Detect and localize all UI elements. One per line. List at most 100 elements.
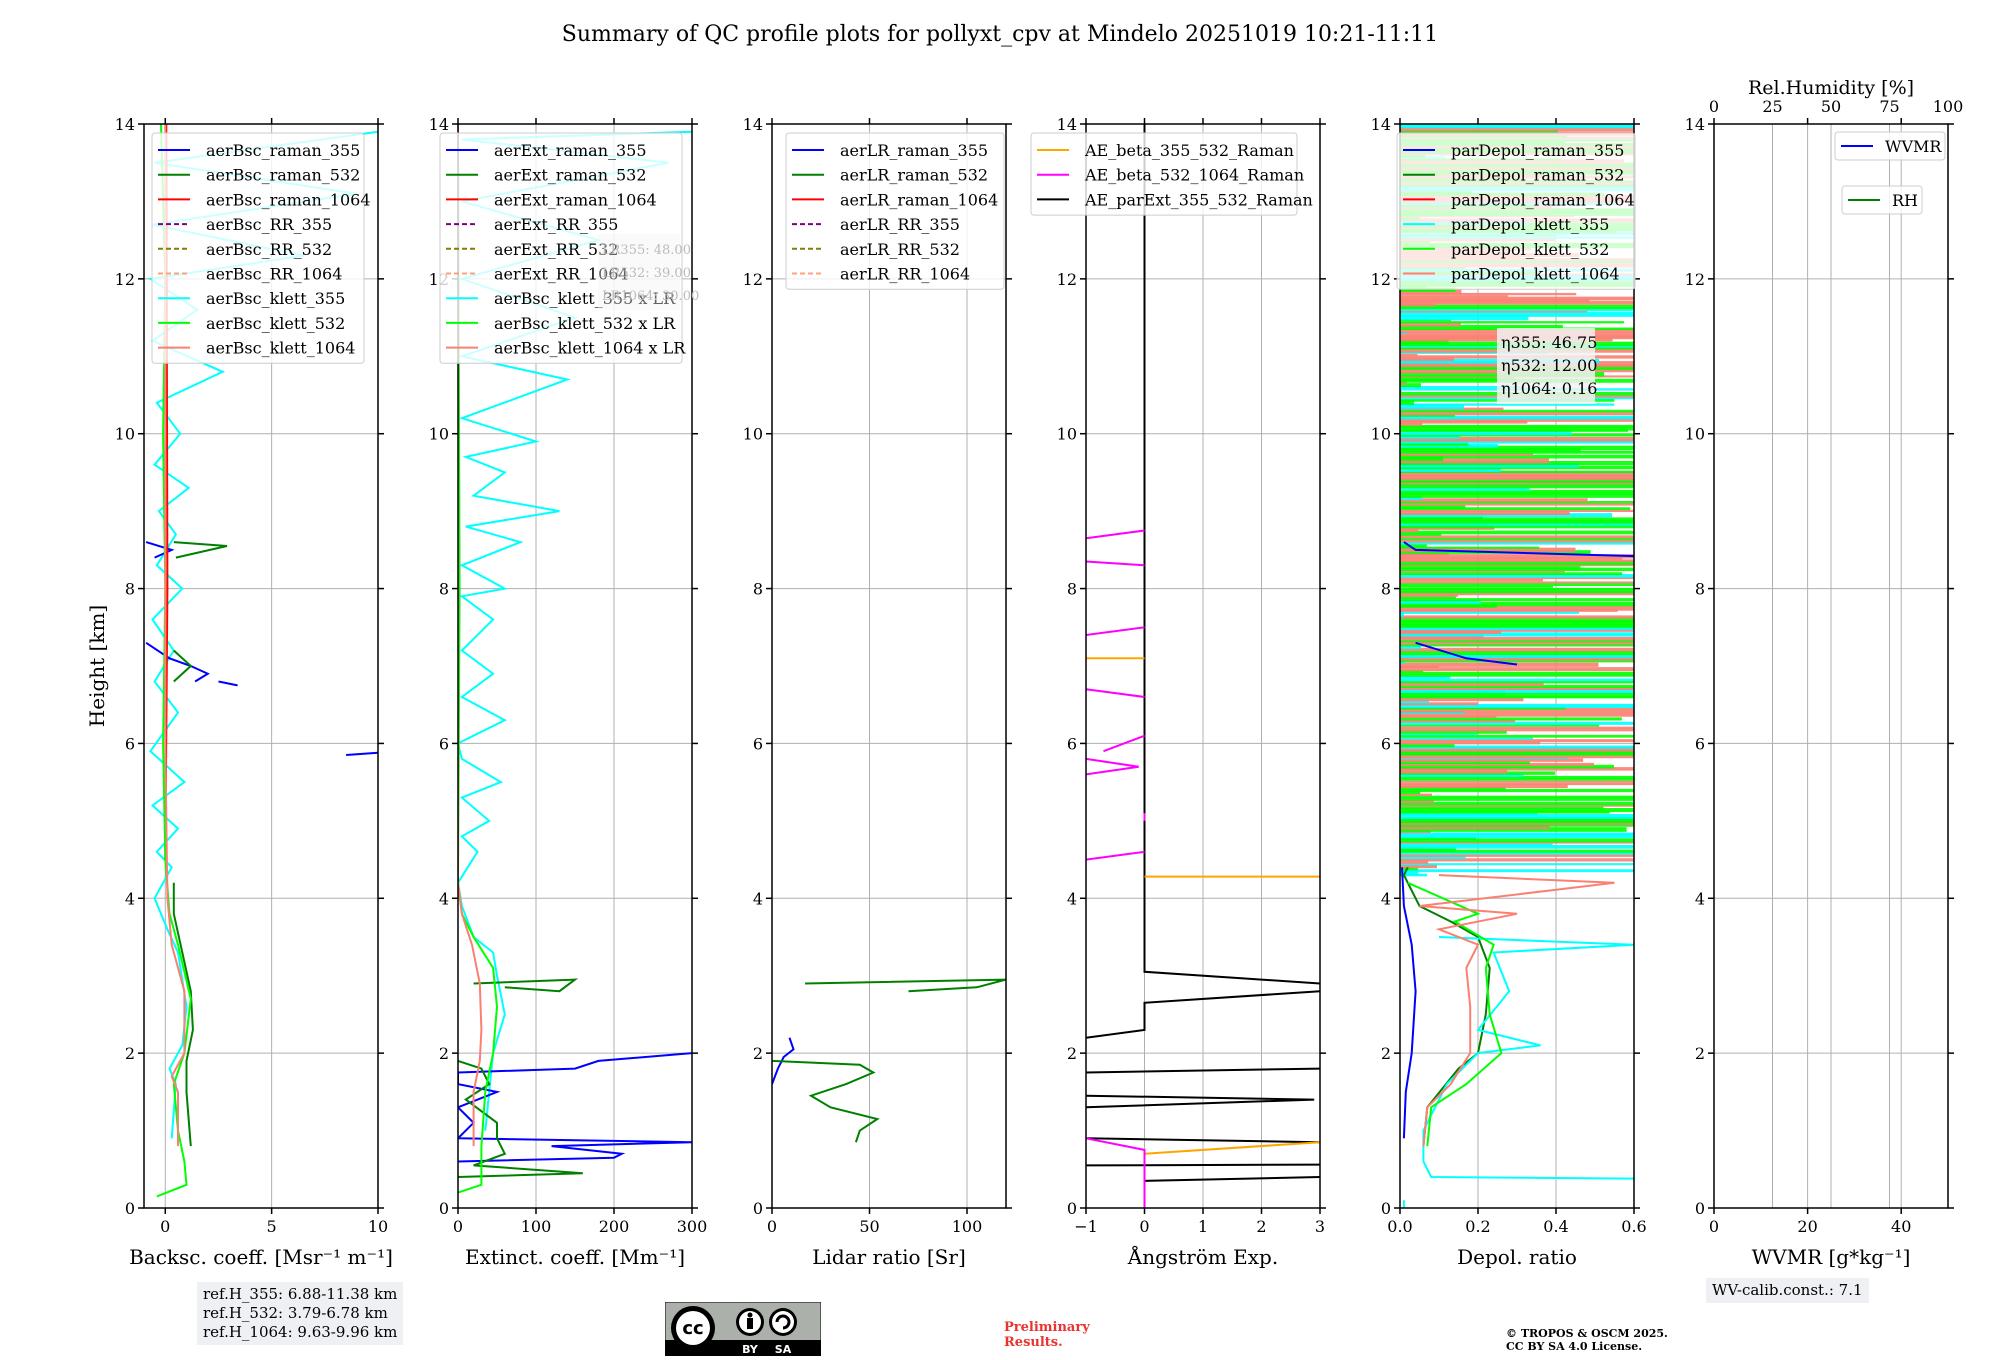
y-tick-label: 2	[753, 1044, 763, 1063]
legend-label: parDepol_klett_532	[1451, 240, 1609, 259]
series-AE_parExt_355_532_Raman	[1086, 1137, 1320, 1144]
x-tick-label: 50	[859, 1217, 879, 1236]
series-AE_beta_532_1064_Raman	[1086, 850, 1145, 861]
plot-area	[772, 978, 1006, 1143]
legend-label: aerBsc_raman_532	[206, 166, 360, 185]
y-tick-label: 8	[753, 580, 763, 599]
legend-label: aerBsc_RR_1064	[206, 265, 342, 284]
series-AE_beta_532_1064_Raman	[1103, 734, 1145, 753]
x-tick-label: 20	[1797, 1217, 1817, 1236]
legend-label: aerLR_raman_355	[840, 141, 988, 160]
legend-label: AE_parExt_355_532_Raman	[1084, 190, 1313, 209]
legend-label: aerExt_RR_355	[494, 215, 618, 234]
y-tick-label: 6	[1381, 734, 1391, 753]
wv-calib-box: WV-calib.const.: 7.1	[1706, 1278, 1869, 1303]
y-tick-label: 2	[1067, 1044, 1077, 1063]
annotation-line: LR355: 48.00	[602, 243, 691, 258]
series-AE_parExt_355_532_Raman	[1143, 124, 1320, 985]
legend-label: aerExt_raman_532	[494, 166, 647, 185]
y-tick-label: 8	[439, 580, 449, 599]
annotation-box: LR355: 48.00 LR532: 39.00 LR1064: 30.00	[598, 234, 699, 310]
y-tick-label: 4	[1381, 889, 1391, 908]
series-AE_beta_532_1064_Raman	[1086, 626, 1145, 636]
y-tick-label: 12	[115, 270, 135, 289]
cc-by-sa-badge: cc BY SA	[665, 1302, 821, 1356]
legend-box	[1834, 131, 1946, 161]
x-tick-label: 0.0	[1387, 1217, 1412, 1236]
y-tick-label: 4	[125, 889, 135, 908]
y-tick-label: 6	[753, 734, 763, 753]
top-x-tick-label: 0	[1709, 97, 1719, 116]
series-aerBsc_raman_355	[145, 641, 210, 683]
y-tick-label: 4	[753, 889, 763, 908]
legend-label: parDepol_klett_355	[1451, 215, 1609, 234]
series-AE_parExt_355_532_Raman	[1143, 1176, 1320, 1185]
axes-frame	[1399, 123, 1635, 1209]
refH-355: ref.H_355: 6.88-11.38 km	[203, 1285, 398, 1303]
legend-label: parDepol_klett_1064	[1451, 265, 1620, 284]
y-tick-label: 10	[115, 425, 135, 444]
annotation-line: η1064: 0.16	[1501, 379, 1597, 398]
panel-lidar_ratio: 0 50 100 0 2 4 6 8 10 12 14 Lidar ratio [Sr] aerLR_r…	[743, 115, 1012, 1269]
series-AE_beta_532_1064_Raman	[1086, 1137, 1146, 1208]
legend-label: aerLR_RR_1064	[840, 265, 970, 284]
series-AE_beta_355_532_Raman	[1144, 1141, 1320, 1155]
series-AE_beta_532_1064_Raman	[1086, 757, 1139, 776]
legend-label: aerBsc_klett_532	[206, 314, 345, 333]
legend-label: aerBsc_raman_1064	[206, 190, 371, 209]
y-tick-label: 10	[743, 425, 763, 444]
legend-box	[1841, 185, 1923, 215]
y-tick-label: 8	[125, 580, 135, 599]
series-parDepol_klett_532	[1407, 881, 1503, 1147]
x-tick-label: 0	[767, 1217, 777, 1236]
legend-label: aerBsc_RR_532	[206, 240, 332, 259]
legend-label: aerLR_RR_355	[840, 215, 960, 234]
legend-label: aerBsc_klett_1064	[206, 339, 355, 358]
legend-label: aerLR_raman_532	[840, 166, 988, 185]
legend-rh: RH	[1841, 185, 1923, 215]
legend-box	[439, 132, 683, 364]
axes-frame	[143, 123, 379, 1209]
legend-label: aerBsc_raman_355	[206, 141, 360, 160]
legend-label: aerLR_raman_1064	[840, 190, 998, 209]
series-parDepol_klett_1064	[1419, 874, 1615, 1147]
annotation-line: η355: 46.75	[1501, 333, 1597, 352]
legend-box	[1030, 132, 1298, 216]
series-aerBsc_klett_1064 x LR	[458, 124, 483, 1147]
panel-backscatter: 0 5 10 0 2 4 6 8 10 12 14 Backsc. coeff. [Msr⁻¹ m⁻¹…	[85, 115, 393, 1269]
y-tick-label: 0	[439, 1199, 449, 1218]
legend-label: WVMR	[1885, 137, 1942, 156]
y-tick-label: 10	[429, 425, 449, 444]
x-axis-label: Backsc. coeff. [Msr⁻¹ m⁻¹]	[129, 1245, 393, 1269]
series-parDepol_klett_355	[1422, 936, 1634, 1180]
y-tick-label: 12	[1057, 270, 1077, 289]
annotation-line: η532: 12.00	[1501, 356, 1597, 375]
x-tick-label: 200	[599, 1217, 630, 1236]
legend: aerLR_raman_355 aerLR_raman_532 aerLR_rama…	[785, 132, 1005, 290]
y-tick-label: 14	[1371, 115, 1391, 134]
top-x-tick-label: 25	[1762, 97, 1782, 116]
y-tick-label: 4	[439, 889, 449, 908]
series-aerLR_raman_532	[772, 1059, 880, 1143]
axes-frame	[771, 123, 1007, 1209]
y-tick-label: 6	[439, 734, 449, 753]
figure-title: Summary of QC profile plots for pollyxt_…	[561, 22, 1439, 47]
legend-label: aerBsc_klett_355 x LR	[494, 289, 676, 308]
y-tick-label: 8	[1381, 580, 1391, 599]
series-AE_parExt_355_532_Raman	[1086, 990, 1320, 1039]
annotation-line: LR1064: 30.00	[602, 289, 699, 304]
legend: aerExt_raman_355 aerExt_raman_532 aerExt_r…	[439, 132, 686, 364]
series-AE_beta_532_1064_Raman	[1086, 688, 1145, 698]
x-tick-label: 300	[677, 1217, 708, 1236]
legend-label: aerBsc_klett_532 x LR	[494, 314, 676, 333]
legend: aerBsc_raman_355 aerBsc_raman_532 aerBsc_r…	[151, 132, 371, 364]
y-tick-label: 14	[429, 115, 449, 134]
refH-1064: ref.H_1064: 9.63-9.96 km	[203, 1323, 398, 1341]
series-parDepol_raman_355	[1401, 867, 1417, 1139]
svg-text:BY: BY	[742, 1343, 759, 1356]
series-AE_parExt_355_532_Raman	[1086, 1163, 1320, 1167]
x-axis-label: Lidar ratio [Sr]	[812, 1245, 966, 1269]
legend-label: AE_beta_355_532_Raman	[1084, 141, 1294, 160]
